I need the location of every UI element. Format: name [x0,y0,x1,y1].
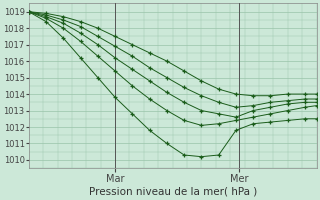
X-axis label: Pression niveau de la mer( hPa ): Pression niveau de la mer( hPa ) [89,187,257,197]
